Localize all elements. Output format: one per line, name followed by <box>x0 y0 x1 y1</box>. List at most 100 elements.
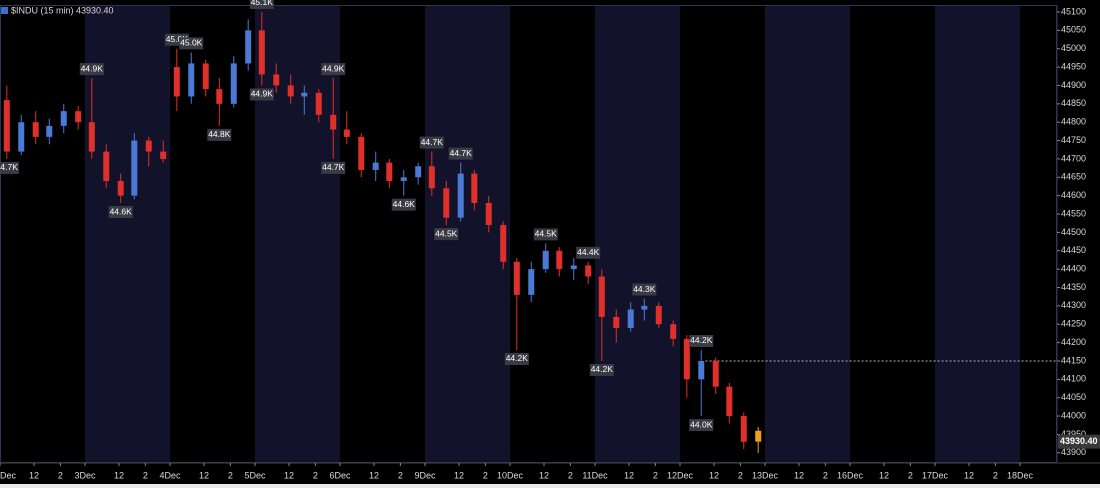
candle-body <box>386 162 393 181</box>
candle-body <box>230 63 237 104</box>
candle-body <box>131 140 138 196</box>
day-band <box>595 5 681 462</box>
candle-body <box>627 309 634 328</box>
x-tick-label: 5Dec <box>244 470 266 480</box>
candle-body <box>415 166 422 178</box>
day-bands <box>85 5 1021 462</box>
annotation-label: 44.8K <box>208 129 231 139</box>
annotation-box <box>179 37 204 50</box>
annotation-label: 44.7K <box>322 162 345 172</box>
x-tick-label: 2 <box>738 470 743 480</box>
annotation-box <box>533 228 558 241</box>
x-tick-label: 11Dec <box>582 470 608 480</box>
x-tick-label: 12 <box>284 470 294 480</box>
x-tick-label: 2 <box>908 470 913 480</box>
y-tick-label: 44600 <box>1061 190 1086 200</box>
y-tick-label: 43950 <box>1061 429 1086 439</box>
y-tick-label: 44550 <box>1061 208 1086 218</box>
candle-body <box>315 92 322 115</box>
annotation-label: 44.9K <box>251 89 274 99</box>
y-tick-label: 44450 <box>1061 245 1086 255</box>
y-tick-label: 44500 <box>1061 227 1086 237</box>
annotation-label: 44.6K <box>110 206 133 216</box>
y-tick-label: 43900 <box>1061 447 1086 457</box>
day-band <box>765 5 851 462</box>
candle-body <box>160 151 167 159</box>
candle-body <box>18 122 25 152</box>
candle-body <box>443 188 450 218</box>
x-tick-label: 17Dec <box>922 470 949 480</box>
y-tick-label: 45000 <box>1061 43 1086 53</box>
candle-body <box>301 92 308 97</box>
candle-body <box>598 276 605 317</box>
candle-body <box>528 269 535 295</box>
candle-body <box>60 111 67 126</box>
x-tick-label: 12 <box>539 470 549 480</box>
candle-body <box>216 89 223 104</box>
candle-body <box>117 180 124 196</box>
x-tick-label: 9Dec <box>415 470 437 480</box>
x-tick-label: 13Dec <box>752 470 779 480</box>
annotation-label: 44.2K <box>690 335 713 345</box>
annotation-label: 45.0K <box>180 38 203 48</box>
annotation-box <box>689 419 714 432</box>
candle-body <box>145 140 152 152</box>
annotation-box <box>321 63 346 76</box>
candle-body <box>343 129 350 137</box>
annotation-box <box>207 128 232 141</box>
x-tick-label: 12 <box>709 470 719 480</box>
y-tick-label: 44700 <box>1061 153 1086 163</box>
annotation-box <box>391 198 416 211</box>
candle-body <box>712 360 719 387</box>
annotation-label: 44.3K <box>633 284 656 294</box>
annotation-label: 44.9K <box>81 63 104 73</box>
candle-body <box>46 125 53 137</box>
x-tick-label: 4Dec <box>159 470 181 480</box>
y-tick-label: 44150 <box>1061 355 1086 365</box>
annotation-label: 44.9K <box>322 63 345 73</box>
candle-body <box>698 360 705 380</box>
candle-body <box>513 261 520 295</box>
annotation-label: 45.1K <box>251 0 274 7</box>
candle-body <box>683 338 690 380</box>
candle-body <box>585 265 592 277</box>
annotation-box <box>589 363 614 376</box>
y-tick-label: 44850 <box>1061 98 1086 108</box>
x-tick-label: 12Dec <box>667 470 694 480</box>
symbol-icon <box>1 7 8 14</box>
candle-body <box>755 430 762 442</box>
candle-body <box>188 63 195 97</box>
candle-body <box>400 177 407 181</box>
x-tick-label: 12 <box>879 470 889 480</box>
y-tick-label: 44200 <box>1061 337 1086 347</box>
x-tick-label: 12 <box>29 470 39 480</box>
candle-body <box>471 173 478 204</box>
candle-body <box>88 122 95 152</box>
candle-body <box>500 225 507 262</box>
candle-body <box>428 166 435 189</box>
y-tick-label: 44350 <box>1061 282 1086 292</box>
annotation-box <box>632 283 657 296</box>
candle-body <box>32 122 39 137</box>
candle-body <box>258 30 265 75</box>
x-tick-label: Dec <box>0 470 17 480</box>
x-tick-label: 16Dec <box>837 470 864 480</box>
annotation-box <box>419 136 444 149</box>
annotation-label: 44.7K <box>450 148 473 158</box>
annotation-label: 44.4K <box>577 247 600 257</box>
candle-body <box>613 316 620 328</box>
annotation-box <box>108 206 133 219</box>
candle-body <box>457 173 464 218</box>
y-tick-label: 44950 <box>1061 61 1086 71</box>
x-tick-label: 12 <box>369 470 379 480</box>
last-price-label: 43930.40 <box>1060 436 1098 446</box>
annotation-box <box>504 352 529 365</box>
candle-body <box>202 63 209 90</box>
annotation-box <box>689 334 714 347</box>
x-tick-label: 10Dec <box>497 470 524 480</box>
candle-body <box>641 305 648 310</box>
candle-body <box>3 100 10 152</box>
y-tick-label: 44300 <box>1061 300 1086 310</box>
